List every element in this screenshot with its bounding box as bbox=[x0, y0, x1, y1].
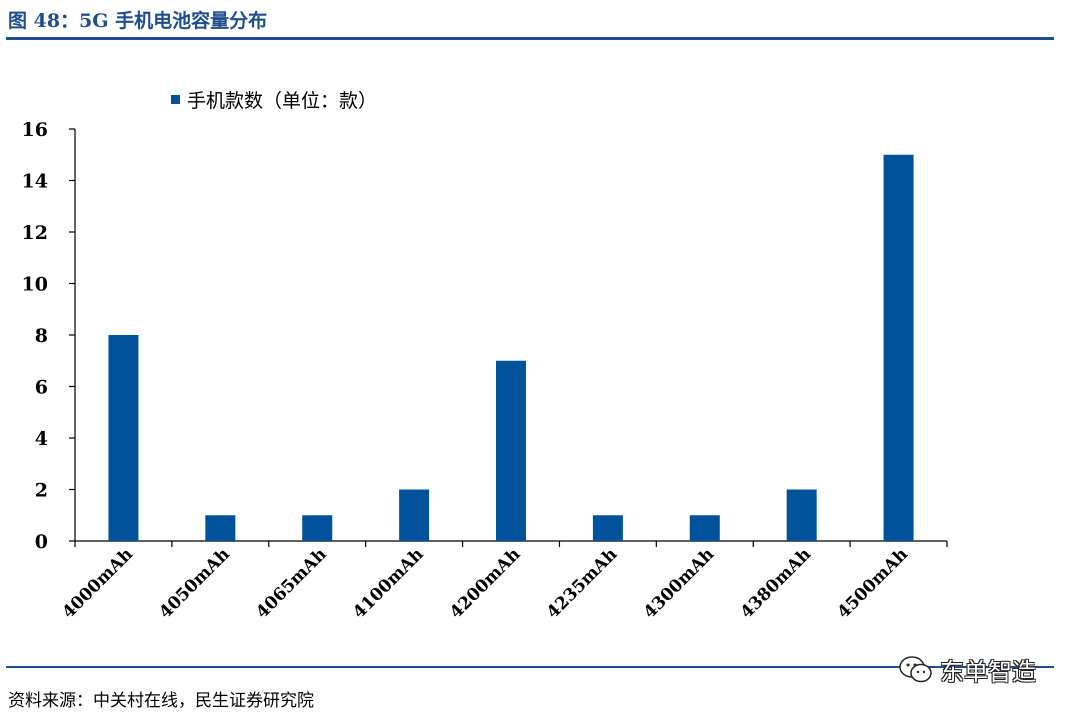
x-tick-label: 4050mAh bbox=[155, 544, 233, 622]
bar bbox=[786, 489, 817, 541]
watermark-text: 东单智造 bbox=[940, 658, 1036, 686]
y-tick-label: 10 bbox=[22, 274, 48, 296]
wechat-icon bbox=[899, 655, 932, 682]
x-tick-label: 4200mAh bbox=[446, 544, 524, 622]
x-tick-label: 4000mAh bbox=[59, 544, 137, 622]
x-tick-label: 4380mAh bbox=[737, 544, 815, 622]
y-tick-label: 6 bbox=[35, 377, 48, 399]
y-tick-label: 8 bbox=[35, 325, 48, 347]
x-tick-label: 4065mAh bbox=[252, 544, 330, 622]
bar bbox=[205, 515, 236, 541]
watermark: 东单智造 bbox=[898, 652, 1036, 687]
figure-title: 图 48：5G 手机电池容量分布 bbox=[8, 10, 268, 32]
x-tick-label: 4235mAh bbox=[543, 544, 621, 622]
bar bbox=[399, 489, 430, 541]
y-tick-label: 12 bbox=[22, 222, 48, 244]
bar bbox=[302, 515, 333, 541]
source-note: 资料来源：中关村在线，民生证券研究院 bbox=[8, 691, 314, 711]
bar bbox=[108, 335, 139, 541]
y-tick-label: 4 bbox=[35, 428, 48, 450]
x-tick-label: 4500mAh bbox=[834, 544, 912, 622]
bar bbox=[689, 515, 720, 541]
bar bbox=[592, 515, 623, 541]
bottom-divider bbox=[6, 666, 1054, 668]
y-tick-label: 2 bbox=[35, 480, 48, 502]
y-tick-label: 16 bbox=[22, 119, 48, 141]
x-tick-label: 4300mAh bbox=[640, 544, 718, 622]
y-tick-label: 14 bbox=[22, 171, 48, 193]
bar bbox=[883, 154, 914, 541]
bar bbox=[496, 360, 526, 541]
top-divider bbox=[6, 37, 1054, 40]
legend-swatch bbox=[171, 95, 180, 104]
y-tick-label: 0 bbox=[35, 531, 48, 553]
legend-label: 手机款数（单位：款） bbox=[187, 90, 377, 112]
x-tick-label: 4100mAh bbox=[349, 544, 427, 622]
